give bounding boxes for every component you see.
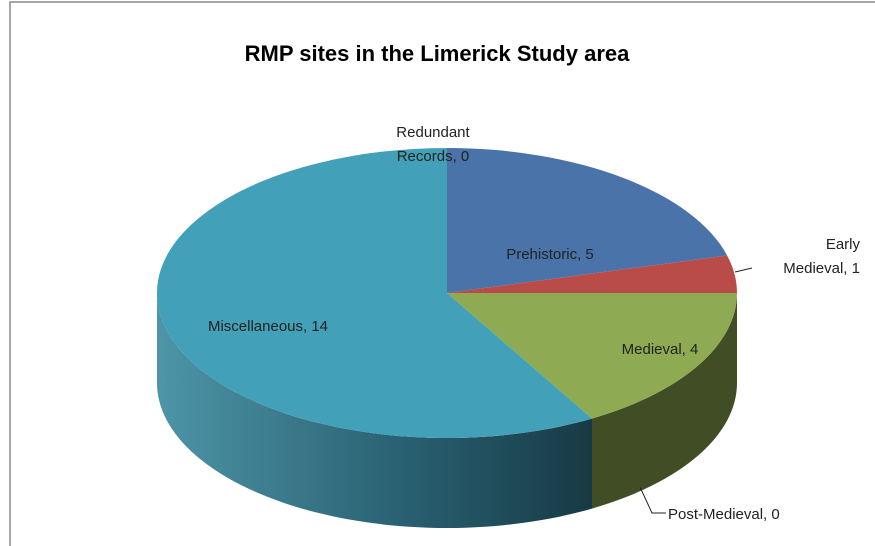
chart-title: RMP sites in the Limerick Study area bbox=[245, 41, 630, 66]
data-label: Post-Medieval, 0 bbox=[668, 506, 780, 523]
slice-side bbox=[592, 293, 737, 509]
slice bbox=[447, 148, 728, 293]
chart-frame bbox=[9, 1, 875, 546]
data-label: Miscellaneous, 14 bbox=[208, 318, 328, 335]
data-label: Medieval, 4 bbox=[622, 341, 699, 358]
slice bbox=[447, 255, 737, 293]
data-label-line: Early bbox=[826, 236, 861, 253]
slice bbox=[156, 147, 592, 438]
data-label: Prehistoric, 5 bbox=[506, 246, 594, 263]
slice-side bbox=[157, 293, 592, 528]
leader-line bbox=[734, 267, 753, 273]
data-label-line: Medieval, 1 bbox=[783, 260, 860, 277]
slice bbox=[447, 293, 737, 419]
data-label: Early Medieval, 1 bbox=[783, 236, 860, 277]
data-label-line: Records, 0 bbox=[397, 148, 470, 165]
leader-line bbox=[639, 486, 666, 514]
data-label: Redundant Records, 0 bbox=[396, 124, 470, 165]
data-label-line: Redundant bbox=[396, 124, 470, 141]
